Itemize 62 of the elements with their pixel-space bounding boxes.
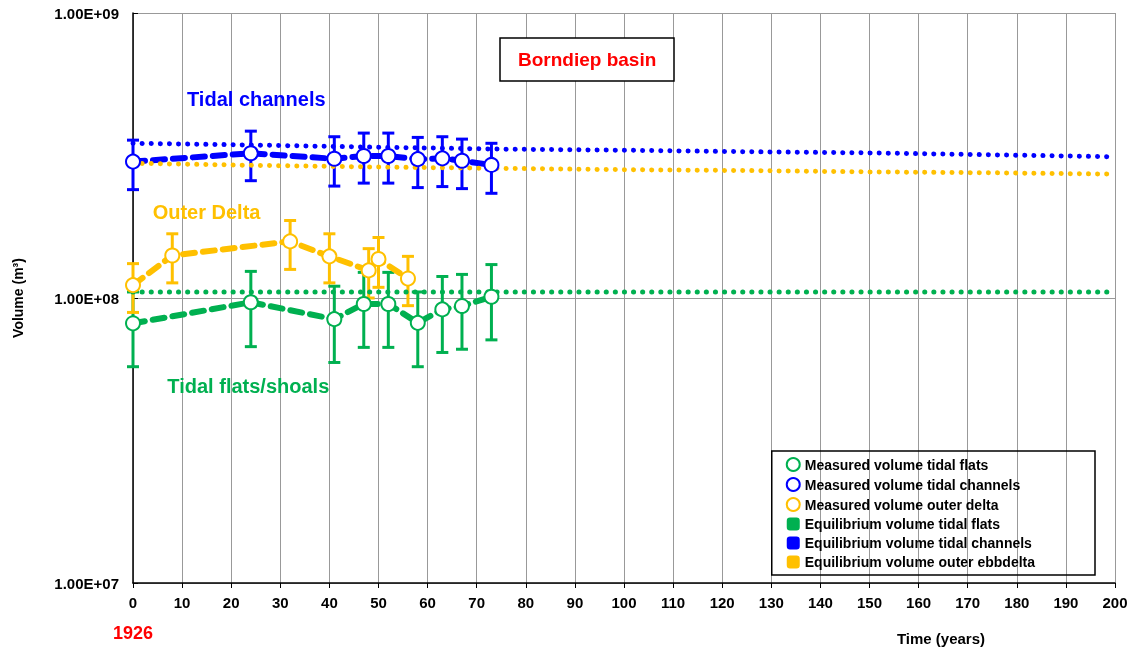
x-tick-label: 50	[370, 594, 387, 611]
x-tick-label: 80	[517, 594, 535, 611]
point	[399, 270, 416, 287]
point	[355, 147, 372, 164]
x-tick-label: 10	[173, 594, 191, 611]
y-axis-title: Volume (m³)	[10, 258, 26, 338]
point	[434, 150, 451, 167]
point	[242, 294, 259, 311]
point	[321, 248, 338, 265]
point	[360, 262, 377, 279]
point	[326, 150, 343, 167]
x-tick-label: 140	[807, 594, 833, 611]
x-tick-label: 180	[1004, 594, 1030, 611]
y-tick-label: 1.00E+09	[54, 4, 119, 22]
x-tick-label: 170	[955, 594, 981, 611]
x-tick-label: 160	[906, 594, 932, 611]
point	[483, 156, 500, 173]
x-tick-label: 130	[758, 594, 784, 611]
x-tick-label: 120	[709, 594, 735, 611]
x-tick-label: 20	[222, 594, 240, 611]
x-tick-label: 90	[566, 594, 584, 611]
x-tick-label: 150	[856, 594, 883, 611]
point	[164, 247, 181, 264]
x-tick-label: 100	[611, 594, 637, 611]
point	[125, 315, 141, 332]
x-tick-label: 40	[321, 594, 338, 611]
point	[434, 301, 451, 318]
point	[453, 152, 470, 169]
point	[125, 153, 141, 170]
x-tick-label: 200	[1102, 594, 1128, 611]
text: 1926	[112, 623, 154, 643]
point	[370, 251, 387, 268]
point	[326, 311, 343, 328]
legend-label: Equilibrium volume outer ebbdelta	[804, 554, 1036, 570]
x-tick-label: 190	[1053, 594, 1079, 611]
annotation: Tidal channels	[187, 87, 326, 110]
point	[453, 298, 470, 315]
point	[242, 145, 259, 162]
y-tick-label: 1.00E+07	[54, 574, 119, 592]
x-tick-label: 70	[468, 594, 486, 611]
point	[282, 233, 299, 250]
annotation: Outer Delta	[152, 201, 262, 224]
x-tick-label: 30	[271, 594, 289, 611]
point	[409, 314, 426, 331]
x-tick-label: 0	[128, 594, 138, 611]
point	[380, 295, 397, 312]
point	[483, 288, 500, 305]
legend-label: Equilibrium volume tidal flats	[804, 516, 1001, 532]
annotation: Tidal flats/shoals	[167, 375, 330, 398]
legend-label: Measured volume tidal channels	[804, 476, 1021, 493]
text: Borndiep basin	[518, 49, 657, 70]
legend-label: Measured volume outer delta	[804, 496, 999, 513]
y-tick-label: 1.00E+08	[54, 289, 119, 307]
x-tick-label: 110	[661, 594, 686, 611]
point	[380, 147, 397, 164]
x-tick-label: 60	[419, 594, 436, 611]
legend-label: Equilibrium volume tidal channels	[804, 535, 1033, 551]
point	[355, 295, 372, 312]
x-axis-title: Time (years)	[896, 630, 985, 647]
point	[409, 151, 426, 168]
legend-label: Measured volume tidal flats	[804, 456, 989, 473]
point	[125, 277, 141, 294]
